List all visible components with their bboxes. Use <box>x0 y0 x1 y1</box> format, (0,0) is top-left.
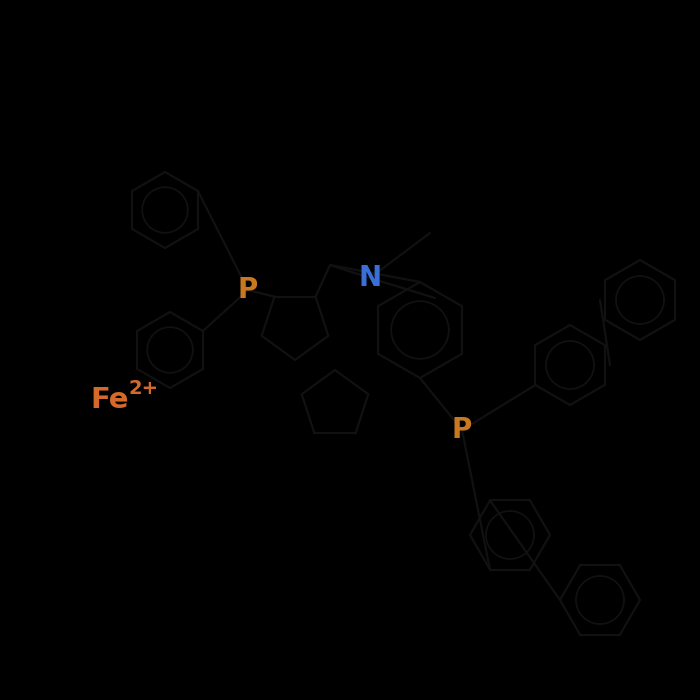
Text: Fe: Fe <box>90 386 129 414</box>
Text: P: P <box>452 416 472 444</box>
Text: N: N <box>358 264 382 292</box>
Text: P: P <box>238 276 258 304</box>
Text: 2+: 2+ <box>128 379 158 398</box>
